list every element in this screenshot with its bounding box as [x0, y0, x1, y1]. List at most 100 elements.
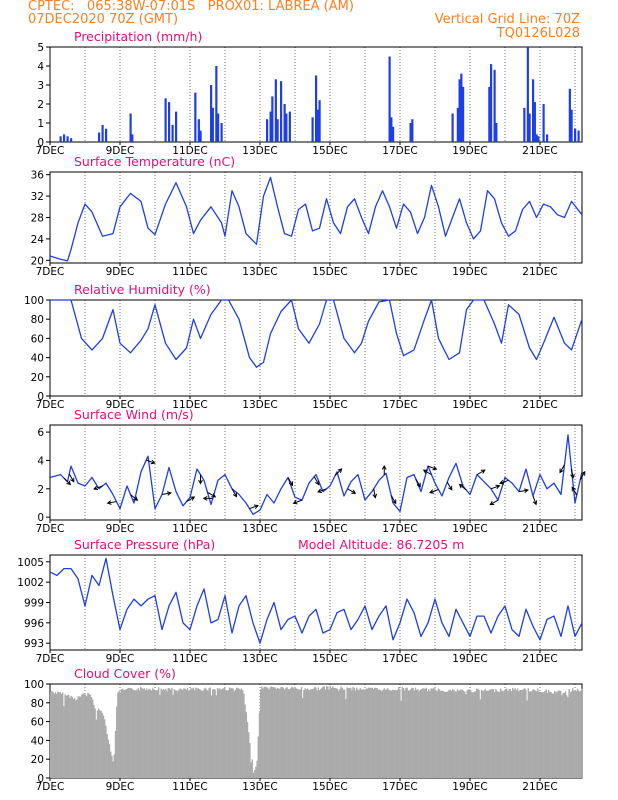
y-tick-label: 32: [31, 191, 44, 203]
series-line: [49, 176, 583, 262]
x-tick-label: 17DEC: [382, 145, 417, 157]
cloud-bar: [231, 688, 233, 778]
cloud-bar: [502, 691, 504, 778]
cloud-bar: [129, 688, 131, 778]
cloud-bar: [275, 688, 277, 778]
cloud-bar: [406, 687, 408, 778]
precip-bar: [215, 66, 218, 142]
cloud-bar: [526, 700, 528, 778]
cloud-bar: [424, 688, 426, 778]
wind-arrow-head: [381, 464, 387, 470]
cloud-bar: [90, 697, 93, 778]
x-tick-label: 21DEC: [522, 523, 557, 535]
cloud-bar: [501, 690, 503, 778]
cloud-bar: [461, 689, 463, 778]
cloud-bar: [359, 687, 361, 778]
precip-bar: [462, 86, 465, 142]
cloud-bar: [381, 691, 383, 778]
cloud-bar: [287, 689, 289, 778]
precip-bar: [315, 75, 318, 142]
cloud-bar: [466, 690, 468, 778]
cloud-bar: [251, 759, 253, 778]
precip-bar: [411, 119, 414, 142]
cloud-bar: [386, 689, 388, 778]
cloud-bar: [534, 690, 537, 778]
precip-bar: [392, 126, 395, 142]
cloud-bar: [130, 687, 132, 778]
cloud-bar: [417, 688, 419, 778]
cloud-bar: [182, 689, 184, 778]
wind-arrow: [63, 477, 71, 485]
cloud-bar: [470, 690, 472, 778]
precip-bar: [59, 136, 62, 142]
cloud-bar: [340, 686, 342, 778]
cloud-bar: [72, 699, 75, 778]
precip-bar: [194, 92, 197, 142]
cloud-bar: [387, 687, 389, 778]
wind-arrow-head: [429, 489, 435, 494]
x-tick-label: 19DEC: [452, 781, 487, 793]
cloud-bar: [76, 699, 78, 778]
cloud-bar: [581, 688, 583, 778]
cloud-bar: [480, 689, 483, 778]
cloud-bar: [412, 688, 414, 778]
y-tick-label: 20: [31, 754, 44, 766]
cloud-bar: [513, 689, 515, 778]
precip-bar: [211, 107, 214, 142]
cloud-bar: [441, 690, 443, 778]
wind-arrow: [130, 494, 138, 501]
cloud-bar: [323, 686, 325, 778]
cloud-bar: [440, 690, 442, 778]
cloud-bar: [195, 687, 197, 778]
precip-bar: [570, 109, 573, 142]
cloud-bar: [302, 698, 304, 778]
cloud-bar: [413, 690, 415, 778]
panel-title: Surface Temperature (nC): [74, 154, 235, 169]
x-tick-label: 19DEC: [452, 653, 487, 665]
cloud-bar: [171, 687, 173, 778]
cloud-bar: [561, 695, 563, 778]
cloud-bar: [137, 688, 139, 778]
wind-arrow: [532, 495, 537, 505]
x-tick-label: 13DEC: [242, 653, 277, 665]
cloud-bar: [530, 691, 532, 778]
cloud-bar: [150, 690, 153, 778]
precip-bar: [105, 128, 108, 142]
precip-bar: [271, 96, 274, 142]
cloud-bar: [140, 687, 142, 778]
y-tick-label: 80: [31, 698, 44, 710]
cloud-bar: [233, 690, 235, 778]
cloud-bar: [82, 693, 84, 778]
wind-arrow-head: [198, 479, 203, 485]
cloud-bar: [556, 691, 558, 778]
precip-bar: [131, 134, 134, 142]
x-tick-label: 21DEC: [522, 399, 557, 411]
cloud-bar: [310, 689, 312, 778]
x-tick-label: 9DEC: [106, 781, 135, 793]
cloud-bar: [63, 706, 65, 778]
cloud-bar: [84, 694, 87, 778]
cloud-bar: [398, 687, 400, 778]
precip-bar: [490, 64, 493, 142]
cloud-bar: [83, 694, 85, 778]
cloud-bar: [58, 692, 60, 778]
x-tick-label: 7DEC: [36, 781, 65, 793]
cloud-bar: [128, 687, 130, 778]
wind-arrow-head: [432, 465, 438, 471]
cloud-bar: [62, 692, 64, 778]
cloud-bar: [261, 686, 263, 778]
cloud-bar: [232, 688, 234, 778]
cloud-bar: [106, 733, 108, 778]
cloud-bar: [312, 688, 315, 778]
x-tick-label: 19DEC: [452, 523, 487, 535]
cloud-bar: [368, 687, 370, 778]
cloud-bar: [364, 689, 366, 778]
wind-arrow-head: [581, 470, 586, 476]
cloud-bar: [537, 688, 539, 778]
cloud-bar: [134, 689, 136, 778]
cloud-bar: [342, 689, 345, 778]
cloud-bar: [488, 690, 490, 778]
wind-arrow: [347, 488, 356, 494]
cloud-bar: [575, 691, 577, 778]
x-tick-label: 11DEC: [172, 653, 207, 665]
